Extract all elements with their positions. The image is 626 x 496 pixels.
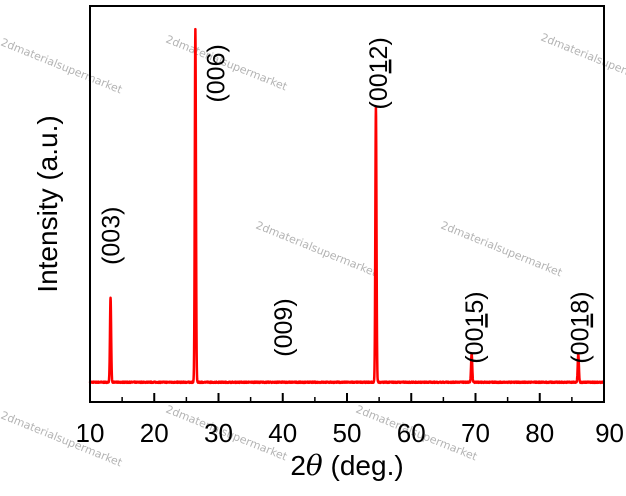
peak-label-suffix: 8) <box>567 291 595 313</box>
peak-label-suffix: 3) <box>98 207 126 229</box>
x-axis-label: 2θ (deg.) <box>290 449 403 482</box>
watermark-text: 2dmaterialsupermarket <box>439 219 565 280</box>
x-axis-label-theta: θ <box>306 449 323 482</box>
x-tick-label: 80 <box>525 418 554 448</box>
watermark-text: 2dmaterialsupermarket <box>0 36 125 97</box>
peak-label: (009) <box>270 298 298 356</box>
x-axis-label-suffix: (deg.) <box>323 450 404 481</box>
peak-label: (006) <box>202 44 230 102</box>
watermark-text: 2dmaterialsupermarket <box>539 31 626 92</box>
x-tick-label: 20 <box>140 418 169 448</box>
peak-label: (0015) <box>461 291 489 363</box>
x-tick-label: 40 <box>268 418 297 448</box>
x-tick-label: 10 <box>76 418 105 448</box>
peak-labels: (003)(006)(009)(0012)(0015)(0018) <box>98 37 595 363</box>
peak-label-prefix: (00 <box>202 66 230 102</box>
peak-label: (0012) <box>365 37 393 109</box>
x-tick-label: 70 <box>461 418 490 448</box>
peak-label-prefix: (00 <box>270 321 298 357</box>
peak-label-suffix: 6) <box>202 44 230 66</box>
x-tick-label: 60 <box>397 418 426 448</box>
peak-label-suffix: 9) <box>270 298 298 320</box>
peak-label-prefix: (00 <box>567 328 595 364</box>
x-axis-label-prefix: 2 <box>290 450 306 481</box>
x-tick-label: 90 <box>595 418 624 448</box>
plot-frame <box>89 5 605 403</box>
peak-label-prefix: (00 <box>365 73 393 109</box>
peak-label-suffix: 2) <box>365 37 393 59</box>
watermark-text: 2dmaterialsupermarket <box>254 219 380 280</box>
peak-label-prefix: (00 <box>98 229 126 265</box>
x-axis-ticks: 10 20 30 40 50 60 70 80 90 <box>76 393 624 448</box>
watermark-layer: 2dmaterialsupermarket 2dmaterialsupermark… <box>0 31 626 470</box>
peak-label: (0018) <box>567 291 595 363</box>
peak-label-suffix: 5) <box>461 291 489 313</box>
x-tick-label: 30 <box>204 418 233 448</box>
y-axis-label: Intensity (a.u.) <box>32 115 63 292</box>
peak-label-underlined: 1 <box>567 314 595 328</box>
xrd-series-line <box>88 27 606 385</box>
peak-label-prefix: (00 <box>461 328 489 364</box>
watermark-text: 2dmaterialsupermarket <box>0 409 125 470</box>
peak-label: (003) <box>98 207 126 265</box>
peak-label-underlined: 1 <box>365 59 393 73</box>
peak-label-underlined: 1 <box>461 314 489 328</box>
x-tick-label: 50 <box>333 418 362 448</box>
